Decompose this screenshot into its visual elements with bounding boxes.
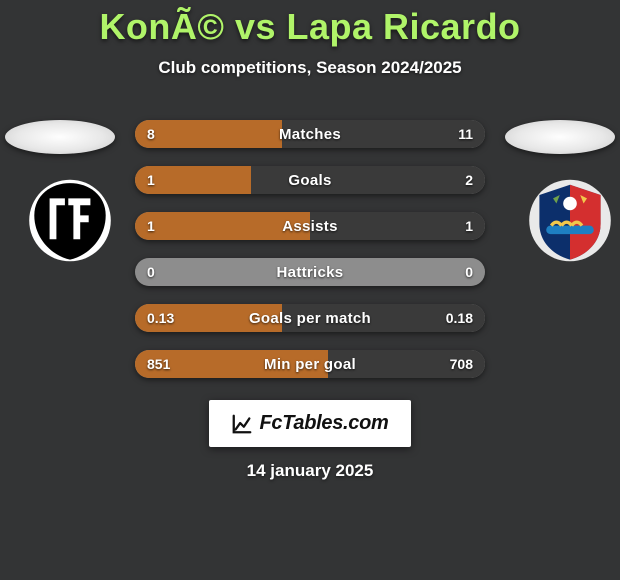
stat-rows: 811Matches 12Goals 11Assists 00Hattricks 0.1… [135, 120, 485, 378]
chart-icon [231, 413, 253, 435]
footer-brand-text: FcTables.com [259, 412, 388, 435]
stat-row: 811Matches [135, 120, 485, 148]
stat-row: 12Goals [135, 166, 485, 194]
comparison-card: KonÃ© vs Lapa Ricardo Club competitions,… [0, 0, 620, 580]
page-subtitle: Club competitions, Season 2024/2025 [158, 58, 461, 78]
stat-row: 0.130.18Goals per match [135, 304, 485, 332]
stat-label: Assists [135, 212, 485, 240]
page-title: KonÃ© vs Lapa Ricardo [99, 6, 520, 48]
stat-row: 851708Min per goal [135, 350, 485, 378]
stat-row: 11Assists [135, 212, 485, 240]
stat-label: Goals per match [135, 304, 485, 332]
stat-label: Matches [135, 120, 485, 148]
stat-label: Min per goal [135, 350, 485, 378]
stat-label: Goals [135, 166, 485, 194]
stat-row: 00Hattricks [135, 258, 485, 286]
date-label: 14 january 2025 [247, 461, 374, 481]
footer-brand[interactable]: FcTables.com [209, 400, 410, 447]
stat-label: Hattricks [135, 258, 485, 286]
